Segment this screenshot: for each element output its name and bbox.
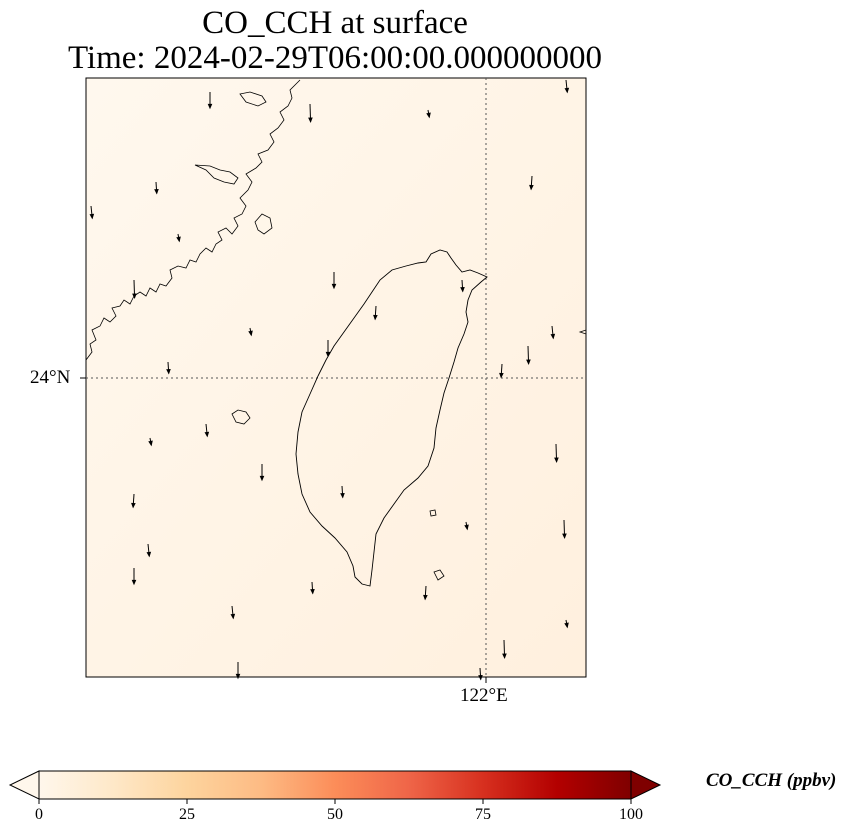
colorbar-tick-label: 0 <box>35 806 43 823</box>
lat-label: 24°N <box>30 367 71 388</box>
colorbar-extend-min <box>8 770 40 800</box>
wind-arrow <box>529 175 534 191</box>
island <box>429 509 437 517</box>
wind-arrow <box>331 272 337 290</box>
wind-arrow <box>562 519 567 540</box>
wind-arrow <box>132 279 137 300</box>
wind-arrow <box>207 92 213 110</box>
lon-label: 122°E <box>460 685 508 706</box>
wind-arrow <box>131 493 136 509</box>
wind-arrow <box>308 103 313 124</box>
island <box>231 409 251 425</box>
island <box>433 569 445 581</box>
wind-arrow <box>325 340 331 358</box>
wind-arrow <box>564 79 570 94</box>
wind-arrow <box>340 485 345 499</box>
wind-arrow <box>478 667 483 681</box>
wind-arrow <box>166 361 171 375</box>
wind-arrow <box>499 363 504 379</box>
china-bay <box>194 164 239 185</box>
colorbar-label: CO_CCH (ppbv) <box>706 770 837 791</box>
colorbar-tick-label: 25 <box>179 806 195 823</box>
island <box>578 329 587 335</box>
wind-arrow <box>259 464 265 482</box>
wind-arrow <box>550 325 556 340</box>
wind-arrow <box>204 423 210 438</box>
wind-vectors <box>89 79 570 681</box>
wind-arrow <box>423 585 428 601</box>
wind-arrow <box>146 543 152 558</box>
taiwan-coastline <box>295 249 488 587</box>
colorbar-tick-label: 75 <box>475 806 491 823</box>
wind-arrow <box>502 639 507 660</box>
wind-arrow <box>148 437 153 447</box>
chart-time: Time: 2024-02-29T06:00:00.000000000 <box>67 40 603 76</box>
china-coastline <box>85 79 301 361</box>
wind-arrow <box>460 279 465 293</box>
wind-arrow <box>554 443 559 464</box>
wind-arrow <box>230 605 236 620</box>
wind-arrow <box>235 662 241 680</box>
wind-arrow <box>464 521 469 531</box>
wind-arrow <box>564 619 569 629</box>
wind-arrow <box>89 205 95 220</box>
wind-arrow <box>154 181 159 195</box>
colorbar-extend-max <box>630 770 662 800</box>
wind-arrow <box>526 345 531 366</box>
colorbar-tick-label: 100 <box>619 806 643 823</box>
wind-arrow <box>373 305 378 321</box>
wind-arrow <box>248 327 253 337</box>
wind-arrow <box>131 568 137 586</box>
wind-arrow <box>426 109 431 119</box>
colorbar-tick-label: 50 <box>327 806 343 823</box>
colorbar-body <box>38 770 632 800</box>
wind-arrow <box>310 581 315 595</box>
island <box>239 91 267 107</box>
wind-arrow <box>176 233 181 243</box>
chart-title: CO_CCH at surface <box>202 5 468 41</box>
island <box>254 213 273 235</box>
